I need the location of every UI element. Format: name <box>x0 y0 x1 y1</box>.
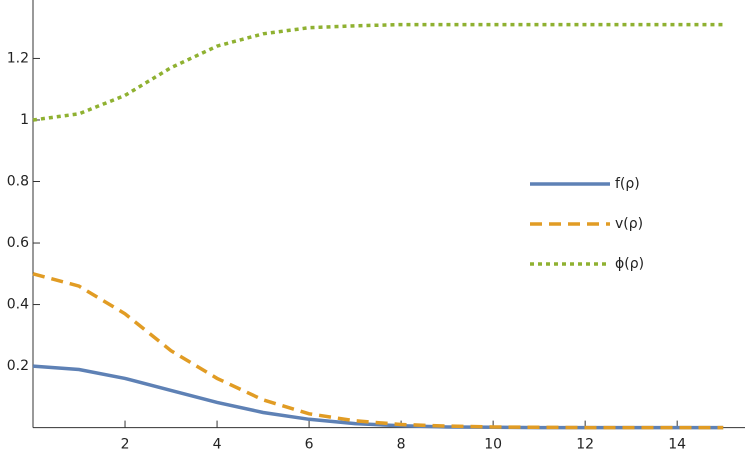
y-tick-label: 0.6 <box>7 235 29 251</box>
legend-label: ϕ(ρ) <box>615 256 644 272</box>
legend-label: f(ρ) <box>615 176 640 192</box>
x-tick-label: 14 <box>668 437 686 451</box>
x-tick-label: 12 <box>576 437 594 451</box>
x-tick-label: 4 <box>213 437 222 451</box>
line-series <box>32 272 724 430</box>
y-tick-label: 1.2 <box>7 50 29 66</box>
line-series <box>32 22 724 122</box>
y-tick-label: 0.2 <box>7 358 29 374</box>
x-tick-label: 6 <box>305 437 314 451</box>
line-series <box>32 364 724 430</box>
legend-label: v(ρ) <box>615 216 643 232</box>
x-tick-label: 10 <box>484 437 502 451</box>
y-tick-label: 0.4 <box>7 297 29 313</box>
y-tick-label: 0.8 <box>7 173 29 189</box>
x-tick-label: 8 <box>397 437 406 451</box>
x-tick-label: 2 <box>121 437 130 451</box>
y-tick-label: 1 <box>20 112 29 128</box>
